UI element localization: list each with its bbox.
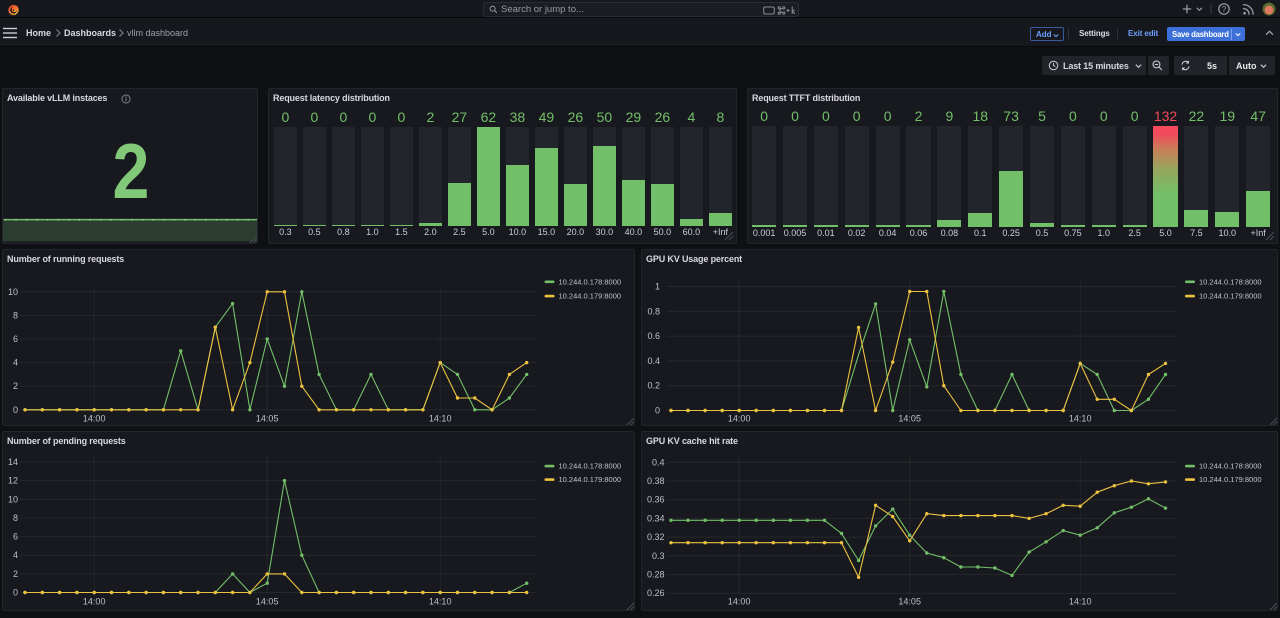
svg-text:14:05: 14:05	[898, 414, 921, 424]
svg-text:0: 0	[13, 588, 18, 598]
svg-text:10.244.0.178:8000: 10.244.0.178:8000	[1199, 462, 1262, 471]
svg-text:0.4: 0.4	[647, 356, 660, 366]
svg-text:2: 2	[13, 569, 18, 579]
svg-text:10.244.0.178:8000: 10.244.0.178:8000	[559, 277, 622, 286]
svg-text:?: ?	[1222, 5, 1227, 14]
svg-text:14:00: 14:00	[83, 414, 106, 424]
svg-text:0.6: 0.6	[647, 331, 660, 341]
svg-text:4: 4	[13, 550, 18, 560]
svg-text:0: 0	[655, 406, 660, 416]
svg-text:14:10: 14:10	[429, 414, 452, 424]
svg-text:0.36: 0.36	[647, 495, 665, 505]
svg-text:10.244.0.179:8000: 10.244.0.179:8000	[559, 475, 622, 484]
svg-text:0.4: 0.4	[652, 457, 665, 467]
svg-text:14:10: 14:10	[429, 597, 452, 607]
svg-text:0.2: 0.2	[647, 381, 660, 391]
svg-text:14:10: 14:10	[1069, 597, 1092, 607]
svg-text:2: 2	[13, 381, 18, 391]
svg-text:1: 1	[655, 282, 660, 292]
svg-text:10.244.0.179:8000: 10.244.0.179:8000	[1199, 292, 1262, 301]
svg-text:10.244.0.178:8000: 10.244.0.178:8000	[559, 462, 622, 471]
svg-text:14:05: 14:05	[898, 597, 921, 607]
svg-text:6: 6	[13, 532, 18, 542]
svg-text:6: 6	[13, 334, 18, 344]
svg-text:10.244.0.178:8000: 10.244.0.178:8000	[1199, 277, 1262, 286]
svg-text:8: 8	[13, 310, 18, 320]
svg-text:10.244.0.179:8000: 10.244.0.179:8000	[559, 292, 622, 301]
svg-text:0.38: 0.38	[647, 476, 665, 486]
svg-text:10: 10	[8, 287, 18, 297]
svg-text:0.26: 0.26	[647, 588, 665, 598]
svg-text:8: 8	[13, 513, 18, 523]
svg-text:14:10: 14:10	[1069, 414, 1092, 424]
svg-text:14:05: 14:05	[256, 597, 279, 607]
svg-text:14:05: 14:05	[256, 414, 279, 424]
svg-text:0.3: 0.3	[652, 551, 665, 561]
svg-text:14:00: 14:00	[728, 597, 751, 607]
svg-text:10.244.0.179:8000: 10.244.0.179:8000	[1199, 475, 1262, 484]
svg-text:14: 14	[8, 457, 18, 467]
svg-text:0.8: 0.8	[647, 306, 660, 316]
svg-text:10: 10	[8, 494, 18, 504]
svg-text:4: 4	[13, 358, 18, 368]
svg-text:14:00: 14:00	[728, 414, 751, 424]
svg-text:12: 12	[8, 476, 18, 486]
svg-text:14:00: 14:00	[83, 597, 106, 607]
svg-text:0.28: 0.28	[647, 570, 665, 580]
svg-text:0.32: 0.32	[647, 532, 665, 542]
svg-text:0: 0	[13, 405, 18, 415]
svg-text:0.34: 0.34	[647, 513, 665, 523]
